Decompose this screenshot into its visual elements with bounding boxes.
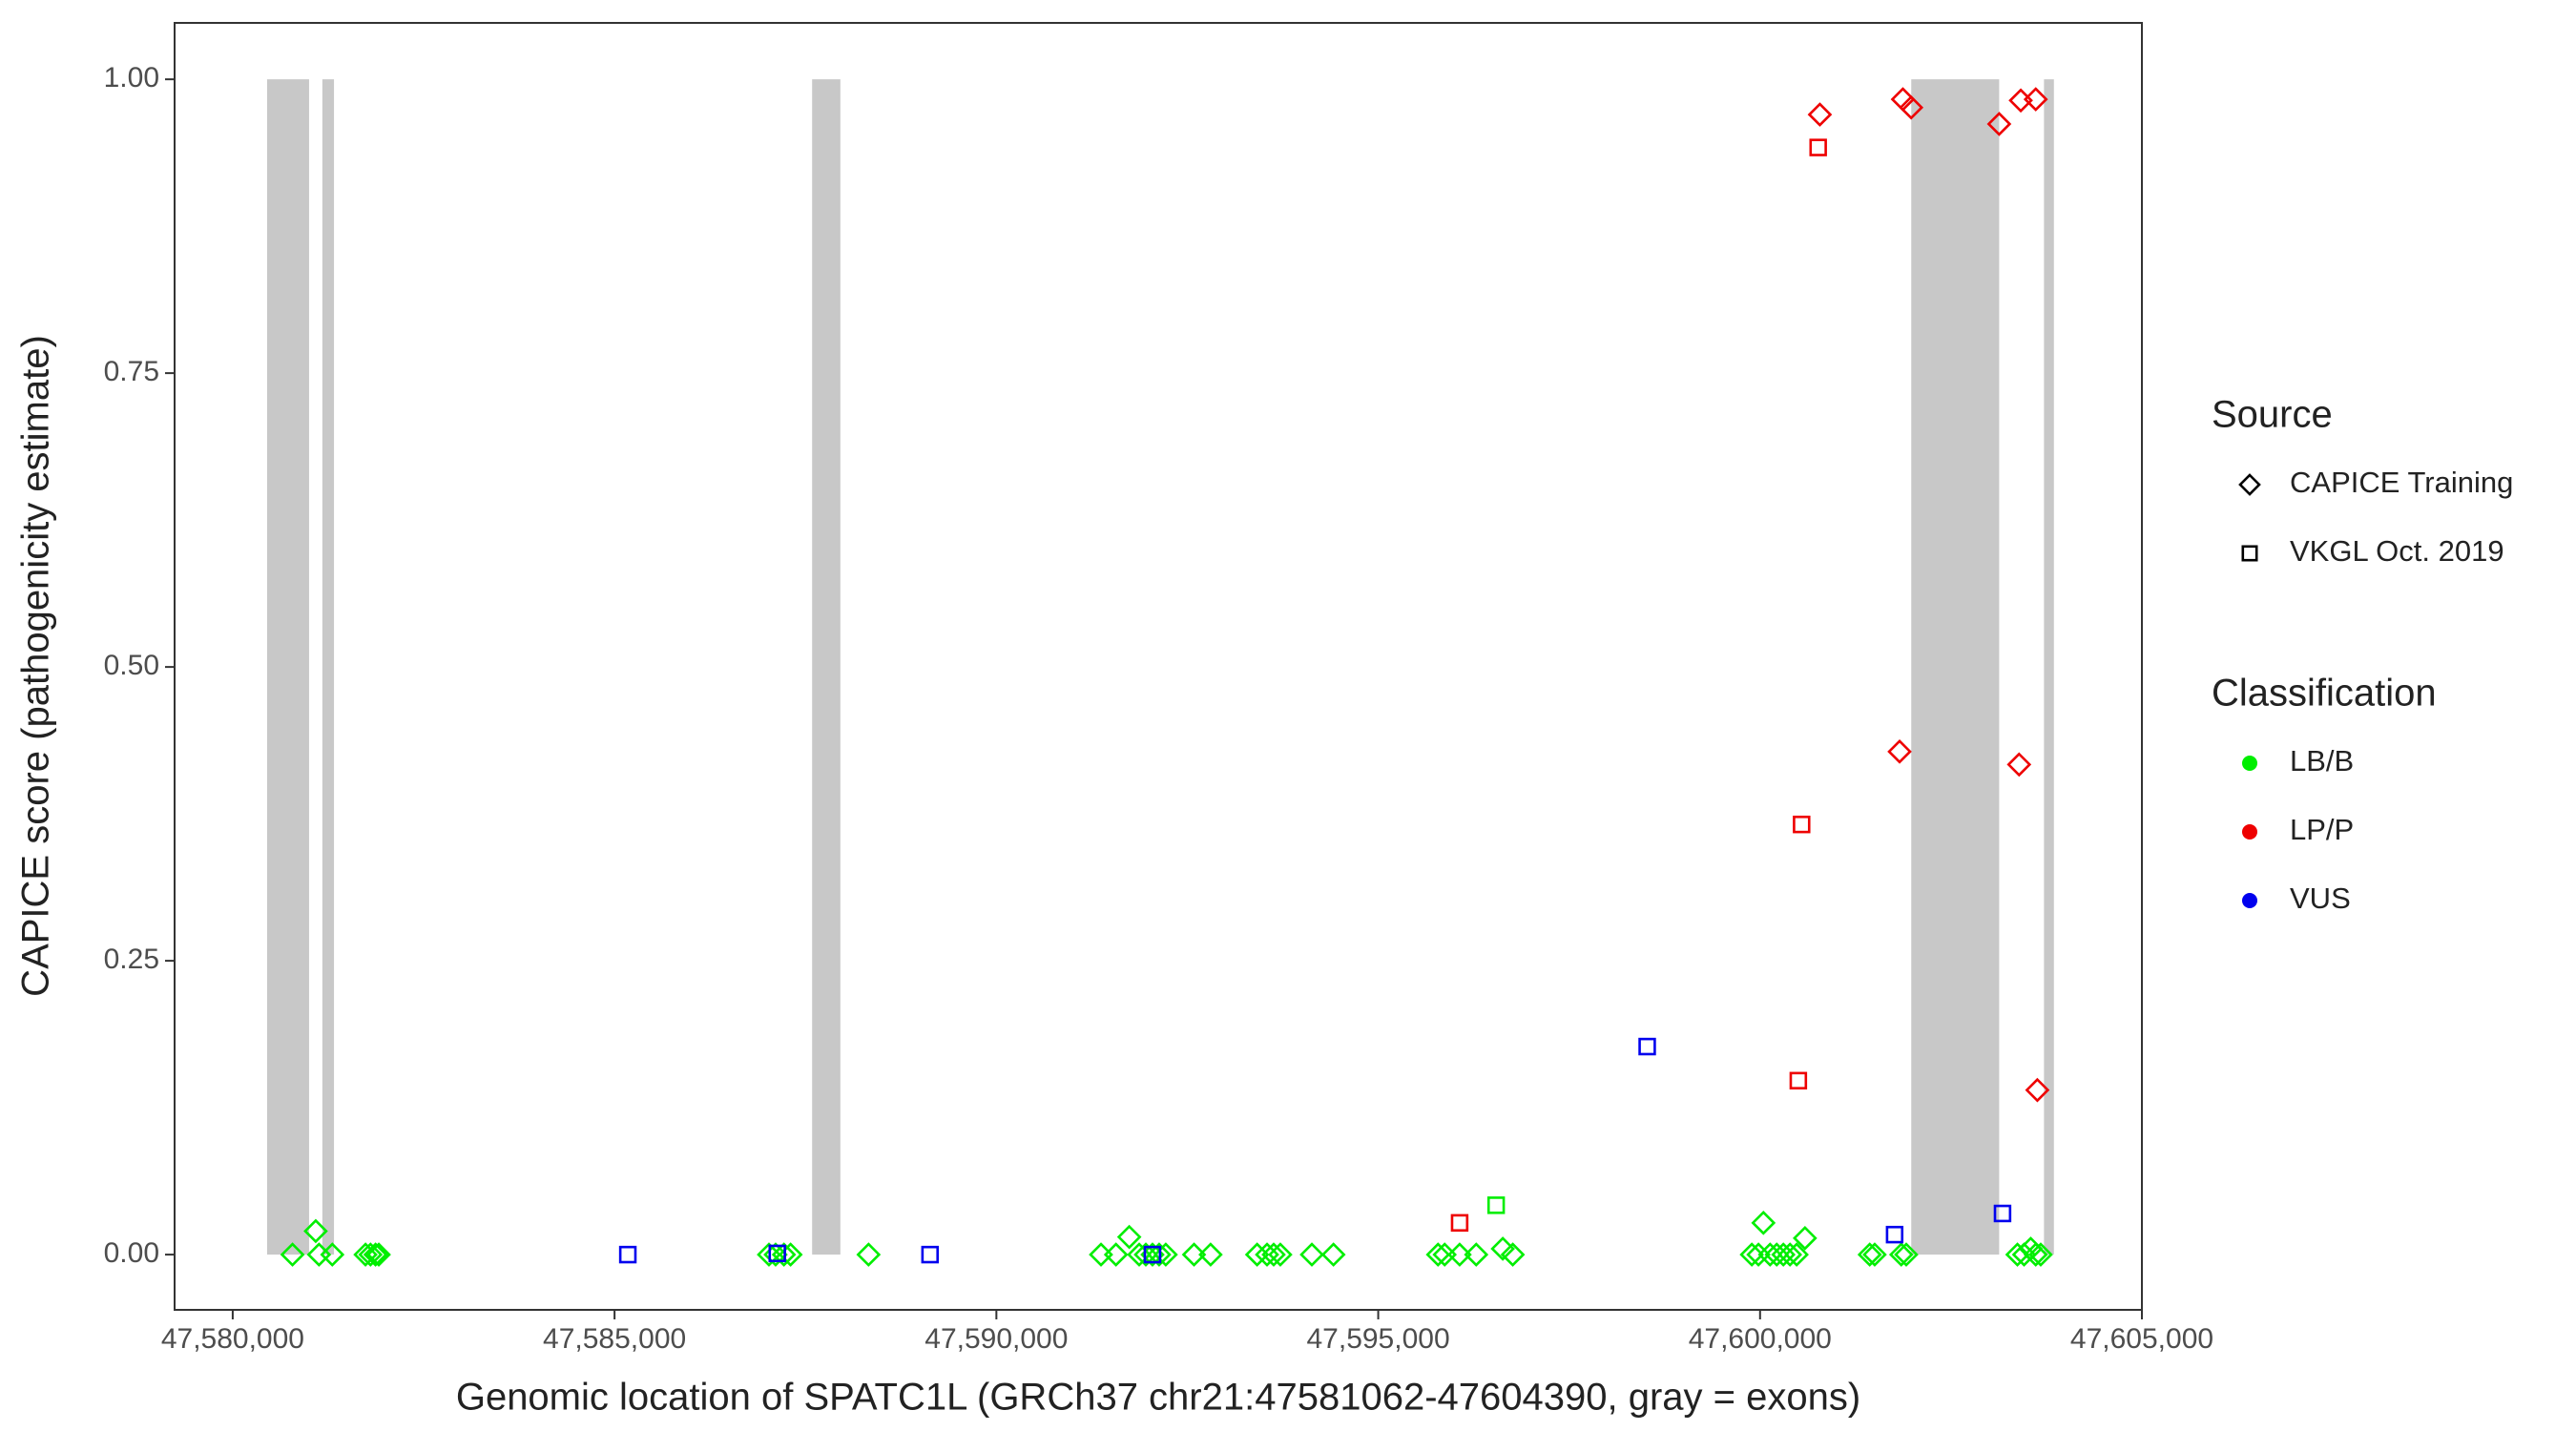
point <box>1789 1071 1808 1089</box>
y-tick-label: 0.50 <box>104 650 159 681</box>
legend-title: Classification <box>2212 673 2437 715</box>
point <box>1887 738 1912 764</box>
legend-entry: LP/P <box>2290 813 2354 846</box>
y-axis-title: CAPICE score (pathogenicity estimate) <box>15 335 57 997</box>
point <box>1425 1242 1451 1267</box>
legend-entry: CAPICE Training <box>2290 466 2513 499</box>
point <box>856 1242 882 1267</box>
point <box>1809 138 1827 156</box>
point <box>1739 1242 1764 1267</box>
point <box>1771 1242 1797 1267</box>
point <box>1181 1242 1207 1267</box>
legend-key <box>2242 893 2257 908</box>
exon <box>812 79 841 1255</box>
x-tick-label: 47,585,000 <box>543 1323 686 1355</box>
point <box>1784 1242 1809 1267</box>
x-tick-label: 47,595,000 <box>1306 1323 1449 1355</box>
point <box>1116 1224 1142 1250</box>
point <box>1807 102 1833 127</box>
point <box>358 1242 384 1267</box>
point <box>921 1245 940 1264</box>
point <box>1153 1242 1178 1267</box>
point <box>1320 1242 1346 1267</box>
x-tick-label: 47,600,000 <box>1689 1323 1832 1355</box>
point <box>771 1242 797 1267</box>
exon <box>266 79 309 1255</box>
point <box>303 1218 328 1244</box>
point <box>280 1242 305 1267</box>
point <box>618 1245 637 1264</box>
y-tick-label: 0.25 <box>104 944 159 975</box>
legend-entry: VUS <box>2290 881 2351 915</box>
point <box>363 1242 388 1267</box>
point <box>1198 1242 1223 1267</box>
legend-key <box>2242 824 2257 840</box>
point <box>1490 1236 1515 1261</box>
point <box>1244 1242 1270 1267</box>
point <box>1638 1037 1656 1056</box>
point <box>2005 1242 2030 1267</box>
legend-key <box>2238 473 2261 496</box>
point <box>2023 87 2048 112</box>
exon <box>322 79 335 1255</box>
point <box>768 1244 786 1263</box>
x-axis-title: Genomic location of SPATC1L (GRCh37 chr2… <box>456 1377 1860 1419</box>
x-tick-label: 47,580,000 <box>161 1323 304 1355</box>
point <box>1793 1226 1818 1251</box>
point <box>1464 1242 1489 1267</box>
point <box>1147 1242 1172 1267</box>
point <box>1777 1242 1802 1267</box>
point <box>1447 1242 1472 1267</box>
point <box>1500 1242 1526 1267</box>
point <box>1486 1196 1506 1214</box>
point <box>320 1242 345 1267</box>
point <box>1261 1242 1286 1267</box>
point <box>1899 94 1924 120</box>
legend-key <box>2242 756 2257 771</box>
point <box>1885 1225 1904 1244</box>
point <box>1894 1242 1919 1267</box>
point <box>2028 1242 2053 1267</box>
point <box>778 1242 803 1267</box>
y-tick-label: 0.75 <box>104 356 159 387</box>
point <box>2023 1242 2048 1267</box>
exon <box>2044 79 2054 1255</box>
y-tick-label: 1.00 <box>104 62 159 93</box>
legend-entry: VKGL Oct. 2019 <box>2290 534 2504 568</box>
point <box>1432 1242 1458 1267</box>
point <box>2006 752 2032 778</box>
point <box>1299 1242 1324 1267</box>
point <box>1862 1242 1887 1267</box>
point <box>1268 1242 1293 1267</box>
legend-entry: LB/B <box>2290 744 2354 778</box>
point <box>1993 1204 2012 1223</box>
point <box>1450 1213 1469 1233</box>
point <box>1888 1242 1914 1267</box>
point <box>1986 112 2012 136</box>
x-tick-label: 47,605,000 <box>2070 1323 2213 1355</box>
point <box>1089 1242 1113 1267</box>
x-tick-label: 47,590,000 <box>924 1323 1068 1355</box>
point <box>366 1242 391 1267</box>
plot-border <box>174 22 2143 1311</box>
point <box>1103 1242 1129 1267</box>
point <box>2011 1242 2037 1267</box>
y-tick-label: 0.00 <box>104 1237 159 1269</box>
point <box>1746 1242 1771 1267</box>
point <box>1857 1242 1882 1267</box>
point <box>2025 1077 2050 1103</box>
point <box>1143 1245 1162 1264</box>
point <box>1751 1210 1776 1235</box>
point <box>1793 815 1811 834</box>
exon <box>1911 79 2000 1255</box>
legend-title: Source <box>2212 394 2333 436</box>
legend-key <box>2241 545 2258 562</box>
